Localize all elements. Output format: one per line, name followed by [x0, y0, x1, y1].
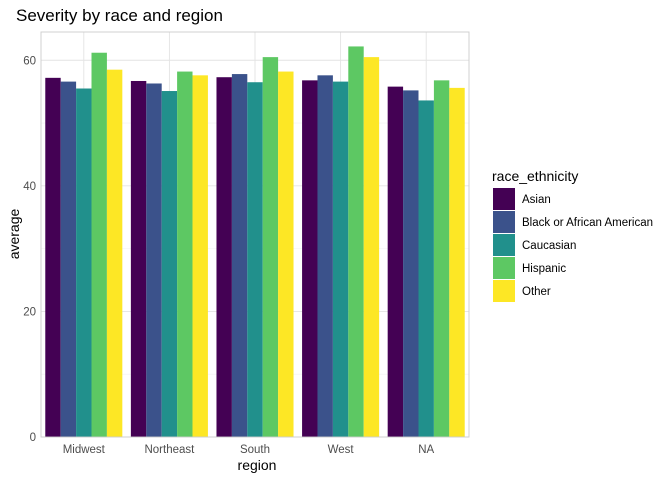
panel-border [40, 31, 470, 438]
axes: 0 20 40 60 Midwest Northeast South West NA [23, 31, 470, 456]
bar [348, 46, 364, 437]
legend-key [493, 234, 515, 256]
bar [262, 57, 279, 438]
bar [449, 87, 465, 437]
legend-label: Caucasian [522, 240, 576, 252]
bar [363, 57, 380, 438]
legend-label: Other [522, 286, 551, 298]
legend-label: Asian [522, 194, 551, 206]
legend: race_ethnicity Asian Black or African Ame… [492, 168, 653, 302]
bar [177, 71, 193, 437]
bar [317, 75, 333, 437]
x-tick-label: West [328, 444, 355, 456]
legend-key [493, 211, 515, 233]
legend-title: race_ethnicity [492, 168, 578, 184]
y-tick-label: 20 [23, 306, 36, 318]
legend-key [493, 188, 515, 210]
legend-label: Black or African American [522, 217, 653, 229]
bars [45, 46, 465, 438]
bar [433, 80, 450, 437]
bar [91, 52, 107, 437]
bar [161, 91, 178, 437]
x-tick-label: Northeast [144, 444, 195, 456]
bar [106, 69, 123, 438]
bar [387, 86, 404, 438]
bar [76, 88, 92, 437]
bar [60, 81, 77, 438]
bar [418, 100, 434, 437]
legend-label: Hispanic [522, 263, 566, 275]
legend-key [493, 257, 515, 279]
x-axis-title: region [238, 457, 277, 473]
x-tick-label: Midwest [63, 444, 106, 456]
chart-title: Severity by race and region [16, 6, 223, 25]
bar [45, 77, 61, 437]
bar [247, 82, 263, 438]
bar [278, 71, 294, 437]
y-axis-title: average [6, 208, 22, 259]
bar [216, 77, 232, 438]
y-tick-label: 40 [23, 181, 36, 193]
bar [332, 81, 349, 438]
x-tick-label: South [240, 444, 270, 456]
bar [403, 90, 419, 437]
bar [231, 74, 248, 438]
bar [130, 80, 147, 437]
bar [146, 83, 162, 437]
x-tick-label: NA [418, 444, 434, 456]
y-tick-label: 60 [23, 55, 36, 67]
bar [192, 75, 208, 437]
bar [302, 80, 318, 437]
y-tick-label: 0 [30, 432, 36, 444]
legend-key [493, 280, 515, 302]
